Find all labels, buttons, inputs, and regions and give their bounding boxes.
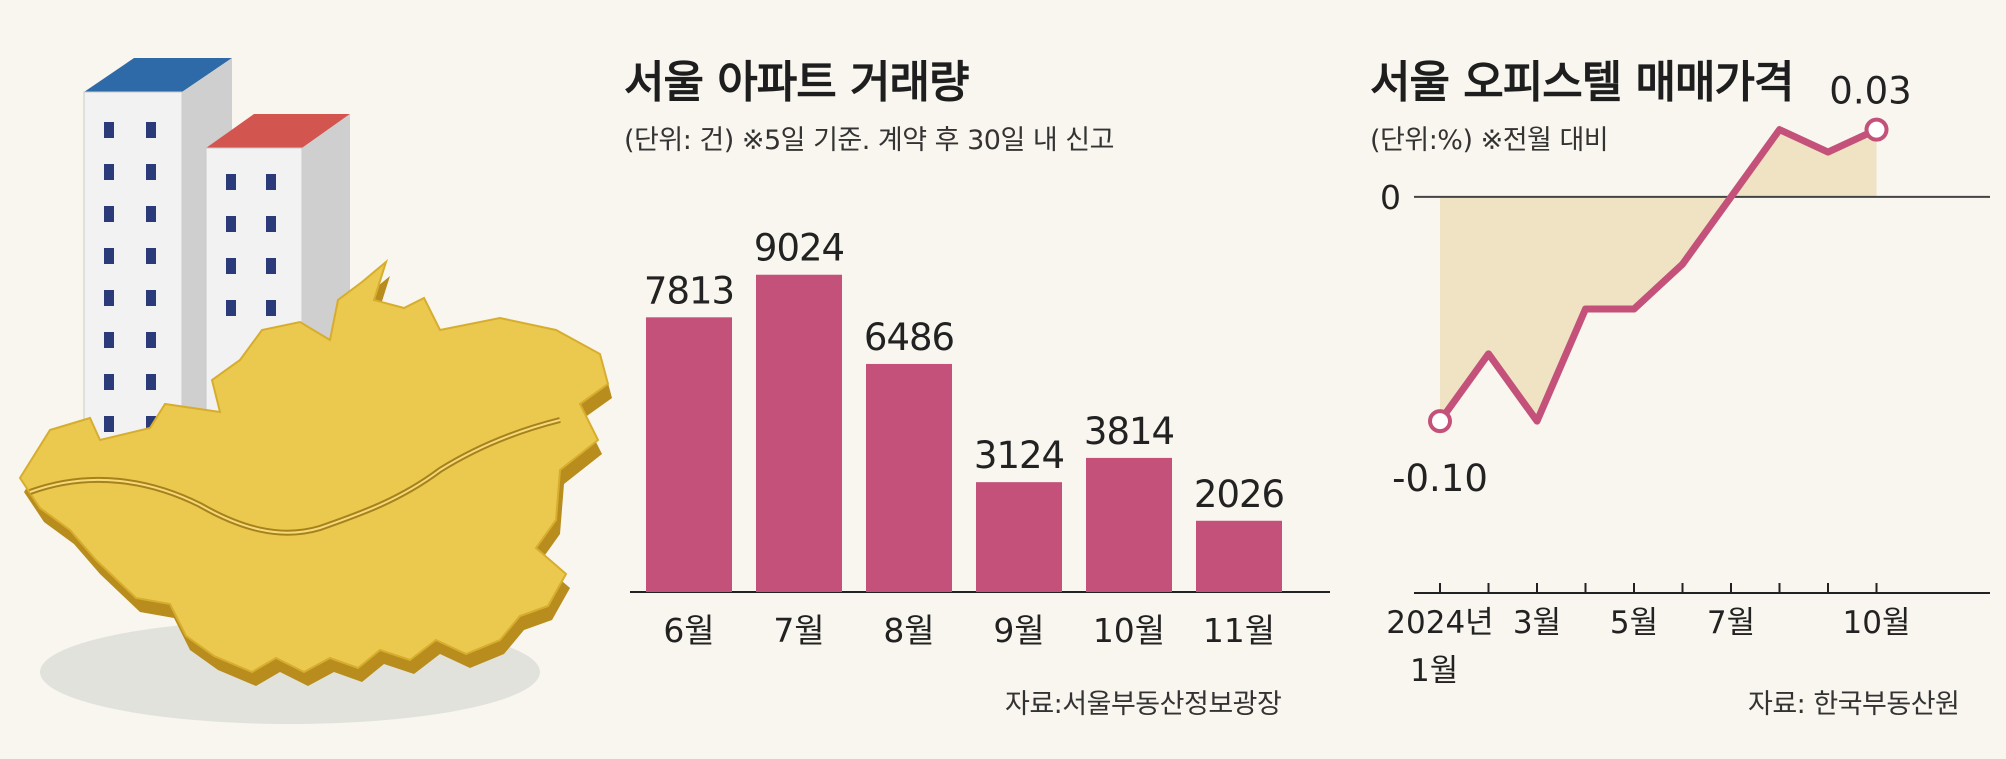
bar-value-label: 6486	[864, 316, 954, 359]
end-value-label: 0.03	[1829, 70, 1911, 113]
end-point-marker	[1864, 117, 1889, 142]
bar-7월	[756, 274, 842, 592]
x-tick-label: 1월	[1410, 653, 1458, 689]
bar-8월	[866, 363, 952, 592]
bar-10월	[1086, 457, 1172, 592]
line-chart-title: 서울 오피스텔 매매가격	[1370, 57, 1794, 108]
y-tick-label: 0	[1380, 178, 1401, 217]
bar-6월	[646, 317, 732, 592]
price-line	[1436, 126, 1880, 425]
bar-value-label: 2026	[1194, 473, 1284, 516]
bar-category-label: 8월	[883, 611, 934, 650]
bar-category-label: 11월	[1203, 611, 1275, 650]
start-point-marker	[1428, 409, 1452, 434]
officetel-price-area-chart: 0 2024년 1월 3월 5월 7월 10월 -0.10 0.03	[1380, 70, 1990, 689]
x-tick-label: 10월	[1843, 605, 1911, 641]
bar-11월	[1196, 520, 1282, 592]
bar-chart-subtitle: (단위: 건) ※5일 기준. 계약 후 30일 내 신고	[624, 125, 1114, 156]
bar-category-label: 6월	[663, 611, 714, 650]
x-tick-label: 7월	[1707, 605, 1755, 641]
line-chart-source: 자료: 한국부동산원	[1748, 689, 1960, 720]
bar-9월	[976, 482, 1062, 592]
x-tick-label: 2024년	[1386, 605, 1493, 641]
bar-chart-title: 서울 아파트 거래량	[624, 57, 969, 108]
seoul-map-buildings-illustration	[18, 58, 612, 724]
seoul-map-icon	[18, 259, 612, 686]
x-tick-label: 3월	[1513, 605, 1561, 641]
bar-value-label: 3814	[1084, 410, 1174, 453]
area-fill	[1440, 129, 1877, 422]
apartment-transactions-bar-chart: 7813 6월 9024 7월 6486 8월 3124 9월 3814 10월 2026 11월	[630, 227, 1330, 650]
bar-value-label: 3124	[974, 434, 1064, 477]
line-chart-subtitle: (단위:%) ※전월 대비	[1370, 125, 1609, 156]
x-tick-label: 5월	[1610, 605, 1658, 641]
bar-category-label: 7월	[773, 611, 824, 650]
bar-category-label: 9월	[993, 611, 1044, 650]
bar-category-label: 10월	[1093, 611, 1165, 650]
bar-value-label: 7813	[644, 269, 734, 312]
bar-chart-source: 자료:서울부동산정보광장	[1005, 689, 1282, 720]
start-value-label: -0.10	[1392, 457, 1488, 500]
bar-value-label: 9024	[754, 227, 844, 270]
